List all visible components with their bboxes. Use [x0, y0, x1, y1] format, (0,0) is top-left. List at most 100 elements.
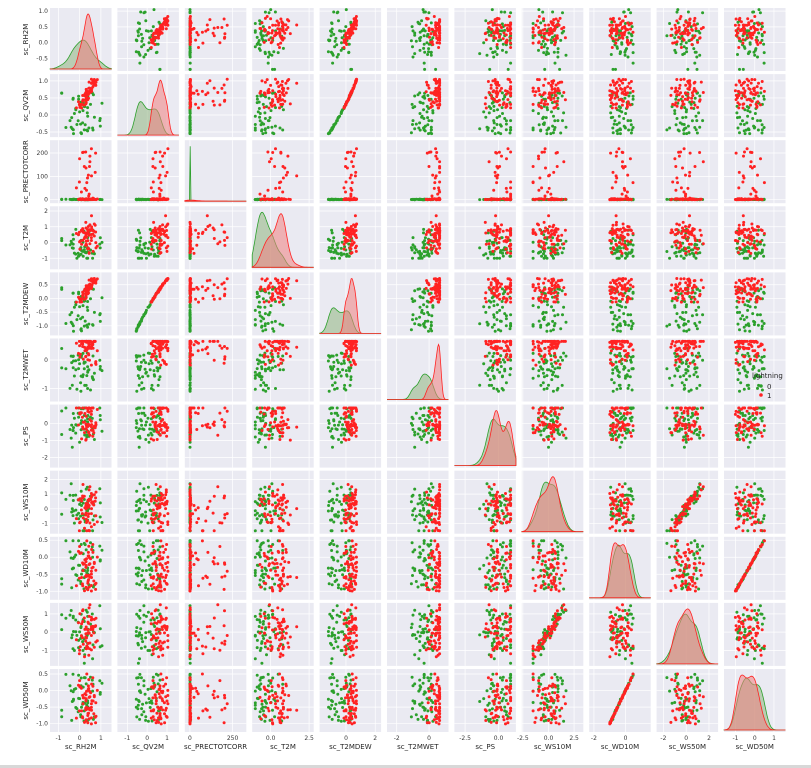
scatter-point [91, 281, 95, 285]
scatter-point [349, 20, 353, 24]
scatter-point [693, 103, 697, 107]
panel-sc_PRECTOTCORR-vs-sc_PRECTOTCORR [184, 140, 247, 204]
scatter-point [684, 197, 688, 201]
scatter-point [438, 79, 442, 83]
scatter-point [682, 45, 686, 49]
scatter-point [166, 197, 170, 201]
scatter-point [191, 91, 195, 95]
scatter-point [692, 47, 696, 51]
scatter-point [68, 119, 72, 123]
scatter-point [747, 233, 751, 237]
scatter-point [331, 246, 334, 250]
scatter-point [611, 197, 615, 201]
scatter-point [537, 244, 541, 248]
scatter-point [253, 22, 257, 25]
scatter-point [425, 246, 429, 250]
scatter-point [77, 230, 81, 234]
scatter-point [500, 154, 503, 158]
scatter-point [280, 20, 284, 24]
scatter-point [562, 160, 566, 164]
scatter-point [429, 125, 433, 129]
panel-background [117, 8, 179, 71]
scatter-point [483, 32, 487, 36]
scatter-point [538, 176, 542, 180]
scatter-point [757, 8, 761, 12]
scatter-point [60, 91, 64, 95]
scatter-point [690, 100, 694, 104]
scatter-point [531, 109, 535, 113]
scatter-point [212, 237, 216, 240]
scatter-point [498, 89, 502, 93]
scatter-point [486, 21, 490, 25]
scatter-point [611, 39, 615, 43]
scatter-point [409, 39, 413, 43]
scatter-point [142, 55, 146, 59]
scatter-point [347, 31, 351, 35]
scatter-point [675, 78, 679, 81]
scatter-point [94, 198, 98, 201]
scatter-point [611, 29, 615, 33]
scatter-point [748, 50, 752, 54]
scatter-point [629, 119, 633, 123]
scatter-point [742, 45, 746, 49]
scatter-point [684, 247, 688, 251]
scatter-point [542, 83, 546, 87]
scatter-point [429, 32, 433, 36]
scatter-point [537, 188, 541, 192]
scatter-point [100, 101, 104, 105]
scatter-point [497, 131, 500, 135]
scatter-point [544, 31, 547, 35]
scatter-point [161, 223, 165, 227]
scatter-point [77, 233, 80, 237]
scatter-point [760, 128, 764, 132]
scatter-point [423, 129, 427, 133]
scatter-point [411, 29, 415, 33]
scatter-point [257, 39, 261, 42]
scatter-point [760, 38, 764, 42]
scatter-point [498, 114, 502, 118]
scatter-point [674, 250, 678, 254]
scatter-point [495, 116, 499, 120]
scatter-point [432, 186, 436, 190]
scatter-point [262, 91, 266, 95]
scatter-point [68, 197, 72, 201]
scatter-point [746, 83, 750, 87]
scatter-point [225, 23, 229, 27]
scatter-point [157, 235, 161, 239]
scatter-point [615, 27, 619, 31]
scatter-point [500, 223, 503, 227]
scatter-point [437, 188, 441, 192]
scatter-point [335, 243, 339, 247]
scatter-point [260, 29, 264, 33]
scatter-point [349, 91, 353, 95]
scatter-point [563, 36, 567, 40]
scatter-point [76, 251, 80, 255]
scatter-point [741, 251, 744, 255]
scatter-point [543, 42, 547, 46]
scatter-point [550, 247, 554, 251]
scatter-point [736, 116, 739, 120]
scatter-point [691, 94, 695, 97]
scatter-point [188, 51, 192, 55]
scatter-point [146, 251, 150, 255]
scatter-point [478, 127, 482, 131]
scatter-point [497, 39, 500, 43]
scatter-point [262, 105, 266, 109]
scatter-point [619, 97, 623, 101]
scatter-point [629, 21, 633, 25]
panel-sc_RH2M-vs-sc_PS [454, 8, 516, 71]
scatter-point [755, 247, 759, 251]
scatter-point [274, 95, 278, 99]
scatter-point [487, 242, 491, 246]
scatter-point [495, 43, 499, 46]
scatter-point [749, 91, 753, 94]
scatter-point [276, 51, 280, 55]
panel-background [656, 8, 719, 71]
scatter-point [627, 225, 631, 229]
scatter-point [678, 241, 682, 245]
scatter-point [485, 53, 489, 57]
scatter-point [536, 19, 539, 23]
panel-sc_PRECTOTCORR-vs-sc_QV2M [117, 140, 179, 204]
scatter-point [611, 223, 615, 227]
scatter-point [344, 190, 347, 194]
